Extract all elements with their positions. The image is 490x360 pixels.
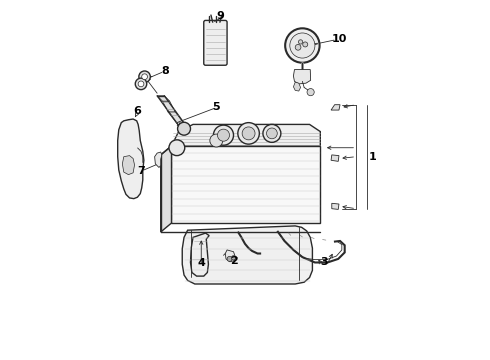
Polygon shape <box>225 250 235 262</box>
Text: 3: 3 <box>320 257 328 267</box>
Polygon shape <box>163 101 175 112</box>
Circle shape <box>210 134 223 147</box>
Circle shape <box>139 71 150 82</box>
Text: 1: 1 <box>368 152 376 162</box>
Polygon shape <box>172 146 320 223</box>
Circle shape <box>295 44 301 50</box>
Text: 9: 9 <box>216 11 224 21</box>
Circle shape <box>238 123 259 144</box>
Circle shape <box>290 33 315 58</box>
Polygon shape <box>172 125 320 146</box>
Circle shape <box>169 140 185 156</box>
Polygon shape <box>157 96 170 101</box>
Polygon shape <box>331 155 339 161</box>
Polygon shape <box>332 203 339 210</box>
Polygon shape <box>122 156 135 175</box>
Circle shape <box>227 256 232 261</box>
Circle shape <box>242 127 255 140</box>
Circle shape <box>298 40 303 44</box>
Text: 7: 7 <box>137 166 145 176</box>
Circle shape <box>267 128 277 139</box>
Circle shape <box>214 125 234 145</box>
Text: 6: 6 <box>133 106 141 116</box>
Polygon shape <box>182 226 313 284</box>
Text: 5: 5 <box>212 102 220 112</box>
Text: 8: 8 <box>162 66 169 76</box>
Circle shape <box>135 78 147 90</box>
Text: 10: 10 <box>331 35 346 44</box>
FancyBboxPatch shape <box>204 21 227 65</box>
Circle shape <box>138 81 144 87</box>
Polygon shape <box>191 233 209 276</box>
Circle shape <box>285 28 319 63</box>
Polygon shape <box>118 119 144 199</box>
Circle shape <box>307 89 314 96</box>
Circle shape <box>263 125 281 142</box>
Polygon shape <box>331 105 340 110</box>
Text: 4: 4 <box>197 258 205 268</box>
Circle shape <box>218 129 229 141</box>
Text: 2: 2 <box>230 256 238 266</box>
Polygon shape <box>161 146 171 232</box>
Polygon shape <box>155 152 162 167</box>
Circle shape <box>177 122 191 135</box>
Polygon shape <box>294 82 300 91</box>
Polygon shape <box>294 69 311 84</box>
Circle shape <box>231 256 236 260</box>
Circle shape <box>303 42 308 47</box>
Circle shape <box>142 74 147 80</box>
Polygon shape <box>168 112 188 128</box>
